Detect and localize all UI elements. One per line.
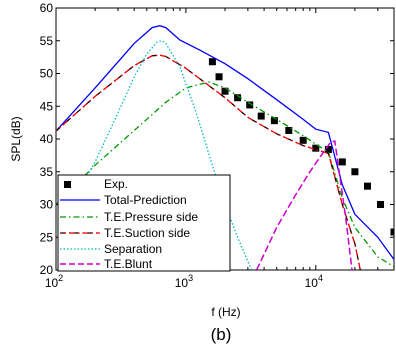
exp-data-point: [312, 144, 320, 152]
exp-data-point: [257, 112, 265, 120]
series-line-t-e-suction-side: [56, 54, 361, 270]
y-tick-label: 50: [40, 67, 54, 81]
legend-label-separation: Separation: [104, 242, 162, 256]
y-tick-label: 20: [40, 263, 54, 277]
y-tick-label: 35: [40, 165, 54, 179]
series-line-t-e-blunt: [255, 140, 353, 270]
exp-data-point: [215, 73, 223, 81]
exp-data-point: [221, 87, 229, 95]
sub-caption: (b): [211, 325, 232, 344]
legend-label-suction: T.E.Suction side: [104, 226, 190, 240]
y-tick-label: 55: [40, 34, 54, 48]
y-tick-label: 60: [40, 1, 54, 15]
exp-data-point: [208, 58, 216, 66]
exp-data-point: [324, 145, 332, 153]
exp-data-point: [299, 136, 307, 144]
legend-label-pressure: T.E.Pressure side: [104, 210, 198, 224]
exp-data-point: [377, 201, 385, 208]
legend-label-total: Total-Prediction: [104, 193, 187, 207]
series-line-t-e-pressure-side: [56, 81, 394, 268]
y-tick-label: 25: [40, 230, 54, 244]
x-tick-label: 103: [175, 273, 193, 290]
legend-box: [57, 174, 231, 272]
y-tick-label: 30: [40, 198, 54, 212]
exp-data-point: [246, 101, 254, 109]
exp-data-point: [234, 94, 242, 102]
exp-data-point: [390, 228, 394, 236]
exp-data-point: [285, 126, 293, 134]
series-line-total-prediction: [56, 25, 394, 260]
exp-data-point: [338, 158, 346, 166]
x-tick-label: 104: [305, 273, 323, 290]
exp-data-point: [270, 117, 278, 125]
x-axis-label: f (Hz): [211, 305, 240, 319]
exp-data-point: [363, 182, 371, 190]
legend: Exp. Total-Prediction T.E.Pressure side …: [57, 174, 231, 272]
legend-label-blunt: T.E.Blunt: [104, 257, 153, 271]
y-tick-label: 40: [40, 132, 54, 146]
legend-marker-exp: [64, 181, 71, 188]
y-tick-label: 45: [40, 99, 54, 113]
y-axis-label: SPL(dB): [9, 116, 23, 161]
x-tick-label: 102: [45, 273, 63, 290]
legend-label-exp: Exp.: [104, 177, 128, 191]
exp-data-point: [351, 168, 359, 176]
